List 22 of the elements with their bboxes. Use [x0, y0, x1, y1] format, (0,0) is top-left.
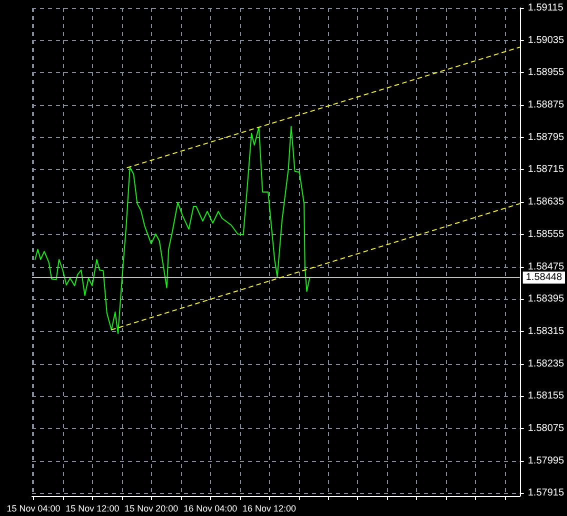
- y-tick-label: 1.58875: [528, 100, 564, 111]
- y-tick-label: 1.58795: [528, 132, 564, 143]
- y-tick-label: 1.57915: [528, 488, 564, 499]
- y-tick-label: 1.58635: [528, 196, 564, 208]
- y-tick-label: 1.58475: [528, 261, 564, 272]
- y-tick-label: 1.58715: [528, 164, 564, 176]
- x-tick-label: 15 Nov 04:00: [6, 504, 60, 514]
- y-tick-label: 1.58395: [528, 294, 564, 305]
- y-tick-label: 1.58155: [528, 390, 564, 402]
- x-tick-label: 15 Nov 20:00: [124, 504, 178, 514]
- y-tick-label: 1.58315: [528, 326, 564, 337]
- y-tick-label: 1.58235: [528, 358, 564, 370]
- x-tick-label: 16 Nov 12:00: [242, 504, 296, 514]
- x-tick-label: 15 Nov 12:00: [66, 504, 120, 514]
- y-tick-label: 1.57995: [528, 455, 564, 466]
- y-tick-label: 1.58075: [528, 422, 564, 434]
- y-tick-label: 1.58555: [528, 228, 564, 240]
- ref-line-label: 1.58448: [526, 272, 562, 284]
- y-tick-label: 1.59035: [528, 34, 564, 46]
- x-tick-label: 16 Nov 04:00: [184, 504, 238, 514]
- y-tick-label: 1.58955: [528, 67, 564, 78]
- y-tick-label: 1.59115: [528, 2, 564, 14]
